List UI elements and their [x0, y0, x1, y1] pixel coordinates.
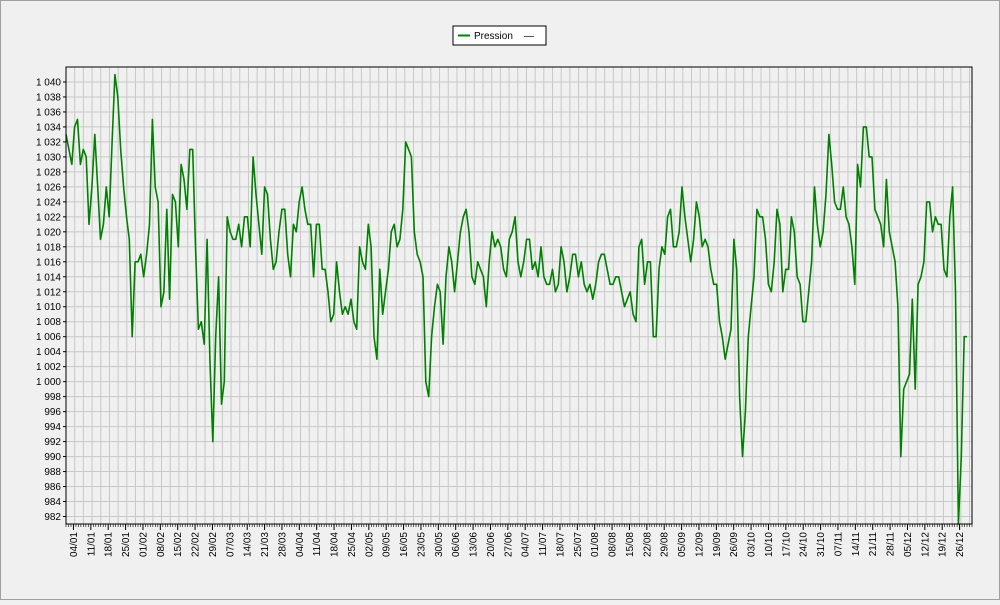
- legend-series-label: Pression: [474, 31, 513, 42]
- x-tick-label: 26/09: [729, 532, 740, 557]
- y-tick-label: 1 036: [36, 107, 61, 118]
- axes: 982 984 986 988 990 992 994 996 998 1 000 1 002 1 0…: [36, 66, 973, 557]
- y-tick-label: 1 000: [36, 377, 61, 388]
- x-tick-label: 05/09: [677, 532, 688, 557]
- y-tick-label: 1 016: [36, 257, 61, 268]
- x-tick-label: 08/02: [156, 532, 167, 557]
- legend-box: [452, 25, 547, 46]
- y-tick-label: 984: [44, 497, 61, 508]
- y-tick-label: 996: [44, 407, 61, 418]
- y-tick-label: 998: [44, 392, 61, 403]
- grid-lines: [65, 67, 972, 524]
- x-tick-label: 18/07: [555, 532, 566, 557]
- x-tick-label: 23/05: [416, 532, 427, 557]
- x-tick-label: 25/04: [347, 532, 358, 557]
- x-tick-label: 19/09: [712, 532, 723, 557]
- x-tick-label: 15/08: [625, 532, 636, 557]
- y-tick-label: 988: [44, 467, 61, 478]
- y-tick-label: 1 014: [36, 272, 61, 283]
- x-tick-label: 11/04: [312, 532, 323, 557]
- x-tick-label: 15/02: [173, 532, 184, 557]
- y-tick-label: 1 018: [36, 242, 61, 253]
- x-tick-label: 22/02: [191, 532, 202, 557]
- x-tick-label: 24/10: [799, 532, 810, 557]
- x-tick-label: 05/12: [903, 532, 914, 557]
- y-tick-label: 1 012: [36, 287, 61, 298]
- x-tick-label: 07/11: [833, 532, 844, 557]
- y-tick-label: 1 040: [36, 77, 61, 88]
- y-tick-label: 1 010: [36, 302, 61, 313]
- x-tick-label: 07/03: [225, 532, 236, 557]
- x-tick-label: 28/11: [886, 532, 897, 557]
- series-layer: [65, 73, 967, 525]
- y-tick-label: 1 028: [36, 167, 61, 178]
- x-tick-label: 09/05: [382, 532, 393, 557]
- y-tick-label: 1 032: [36, 137, 61, 148]
- y-tick-label: 1 004: [36, 347, 61, 358]
- x-tick-label: 29/08: [660, 532, 671, 557]
- x-tick-label: 21/11: [868, 532, 879, 557]
- x-tick-label: 29/02: [208, 532, 219, 557]
- x-tick-label: 04/07: [521, 532, 532, 557]
- x-tick-label: 01/02: [138, 532, 149, 557]
- plot-area: [66, 67, 972, 524]
- y-tick-label: 994: [44, 422, 61, 433]
- legend-suffix: —: [524, 31, 534, 42]
- x-tick-label: 12/09: [694, 532, 705, 557]
- x-tick-label: 11/07: [538, 532, 549, 557]
- x-tick-label: 12/12: [920, 532, 931, 557]
- x-tick-label: 18/01: [104, 532, 115, 557]
- x-tick-label: 27/06: [503, 532, 514, 557]
- y-tick-label: 1 006: [36, 332, 61, 343]
- x-tick-label: 25/01: [121, 532, 132, 557]
- x-tick-label: 06/06: [451, 532, 462, 557]
- y-tick-label: 1 002: [36, 362, 61, 373]
- x-tick-label: 25/07: [573, 532, 584, 557]
- x-tick-label: 10/10: [764, 532, 775, 557]
- x-tick-label: 02/05: [364, 532, 375, 557]
- x-tick-label: 31/10: [816, 532, 827, 557]
- x-tick-label: 16/05: [399, 532, 410, 557]
- x-tick-label: 14/11: [851, 532, 862, 557]
- y-tick-label: 992: [44, 437, 61, 448]
- x-tick-label: 17/10: [781, 532, 792, 557]
- plot-border: [65, 66, 973, 525]
- series-line-pression: [65, 73, 967, 525]
- y-tick-label: 1 034: [36, 122, 61, 133]
- y-tick-label: 1 008: [36, 317, 61, 328]
- x-tick-label: 19/12: [938, 532, 949, 557]
- y-tick-label: 1 026: [36, 182, 61, 193]
- x-tick-label: 11/01: [86, 532, 97, 557]
- y-tick-label: 982: [44, 512, 61, 523]
- x-tick-label: 08/08: [608, 532, 619, 557]
- y-tick-label: 1 024: [36, 197, 61, 208]
- y-tick-label: 1 038: [36, 92, 61, 103]
- x-tick-label: 04/01: [69, 532, 80, 557]
- y-tick-label: 1 022: [36, 212, 61, 223]
- plot-background: [66, 67, 972, 524]
- x-tick-label: 04/04: [295, 532, 306, 557]
- x-tick-label: 03/10: [747, 532, 758, 557]
- y-tick-label: 990: [44, 452, 61, 463]
- x-tick-label: 13/06: [469, 532, 480, 557]
- x-tick-label: 18/04: [330, 532, 341, 557]
- x-tick-label: 14/03: [243, 532, 254, 557]
- x-tick-label: 30/05: [434, 532, 445, 557]
- x-tick-label: 20/06: [486, 532, 497, 557]
- x-tick-label: 22/08: [642, 532, 653, 557]
- y-tick-label: 1 020: [36, 227, 61, 238]
- legend: Pression —: [452, 25, 547, 46]
- x-tick-label: 26/12: [955, 532, 966, 557]
- y-tick-label: 986: [44, 482, 61, 493]
- x-tick-label: 21/03: [260, 532, 271, 557]
- x-tick-label: 28/03: [277, 532, 288, 557]
- x-tick-label: 01/08: [590, 532, 601, 557]
- y-tick-label: 1 030: [36, 152, 61, 163]
